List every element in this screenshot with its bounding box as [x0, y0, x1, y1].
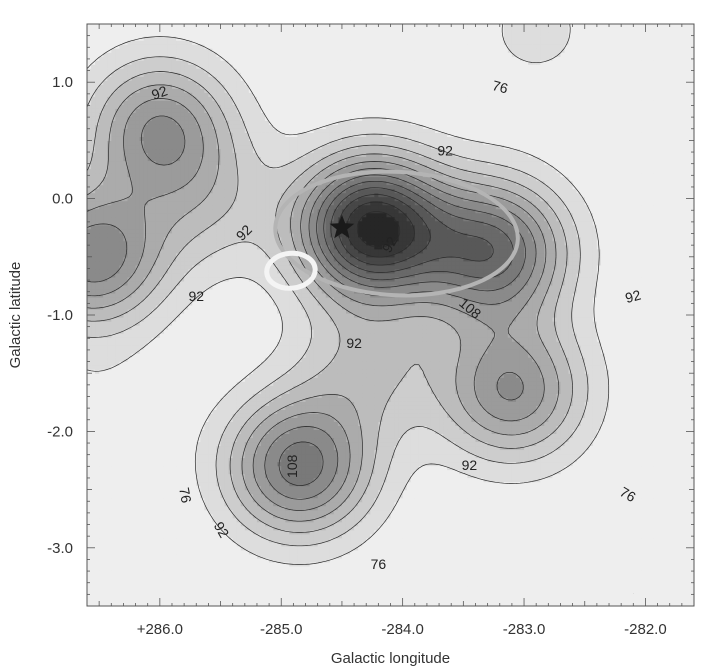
contour-lines	[87, 24, 634, 594]
contour-label-text: 92	[437, 143, 453, 159]
contour-label: 92	[623, 286, 642, 306]
contour-label-text: 92	[346, 335, 362, 351]
contour-label: 108	[284, 454, 300, 478]
contour-label: 92	[437, 143, 453, 159]
x-tick-label: -284.0	[381, 621, 424, 638]
y-axis-title: Galactic latitude	[7, 262, 24, 369]
region-ellipse	[273, 169, 520, 298]
contour-label-text: 76	[617, 483, 639, 505]
x-axis: +286.0 -285.0 -284.0 -283.0 -282.0	[98, 24, 683, 638]
star-marker	[329, 214, 355, 239]
contour-label-text: 92	[623, 286, 642, 306]
contour-line	[337, 194, 431, 266]
annotations	[264, 169, 520, 298]
contour-line	[87, 84, 560, 522]
y-tick-label: -3.0	[47, 540, 73, 557]
contour-line	[278, 174, 526, 486]
x-axis-title: Galactic longitude	[331, 650, 450, 667]
contour-line	[346, 201, 415, 258]
contour-label: 92	[189, 288, 205, 304]
contour-label-text: 92	[379, 234, 401, 256]
x-tick-label: +286.0	[137, 621, 183, 638]
x-tick-label: -285.0	[260, 621, 303, 638]
contour-label: 92	[211, 519, 233, 541]
contour-label-text: 76	[176, 486, 194, 504]
y-tick-label: 1.0	[52, 74, 73, 91]
contour-label-text: 92	[149, 82, 169, 102]
contour-line	[87, 71, 573, 533]
contour-line	[356, 211, 401, 248]
contour-label: 76	[617, 483, 639, 505]
contour-label: 92	[233, 221, 255, 243]
contour-label: 92	[149, 82, 169, 102]
contour-layer	[87, 24, 694, 606]
contour-fills	[87, 24, 694, 606]
region-ellipse	[264, 250, 318, 291]
contour-label-text: 76	[371, 556, 387, 572]
contour-label-text: 92	[462, 457, 478, 473]
contour-line	[87, 24, 634, 594]
contour-line	[330, 187, 494, 273]
contour-label: 76	[371, 556, 387, 572]
contour-label: 92	[462, 457, 478, 473]
y-tick-label: -1.0	[47, 307, 73, 324]
x-tick-label: -283.0	[503, 621, 546, 638]
contour-label: 92	[346, 335, 362, 351]
y-tick-label: -2.0	[47, 423, 73, 440]
contour-line	[87, 56, 589, 547]
y-axis: 1.0 0.0 -1.0 -2.0 -3.0	[47, 23, 694, 607]
contour-label-text: 76	[491, 77, 510, 97]
contour-label: 76	[176, 486, 194, 504]
x-tick-label: -282.0	[624, 621, 667, 638]
contour-label: 92	[379, 234, 401, 256]
contour-label-text: 92	[211, 519, 233, 541]
y-tick-label: 0.0	[52, 191, 73, 208]
contour-label-text: 92	[189, 288, 205, 304]
contour-label-text: 108	[284, 454, 300, 478]
contour-label: 76	[491, 77, 510, 97]
